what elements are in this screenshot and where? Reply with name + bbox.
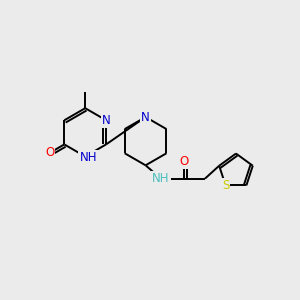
Text: N: N xyxy=(102,114,110,127)
Text: S: S xyxy=(222,179,229,192)
Text: O: O xyxy=(179,155,188,168)
Text: O: O xyxy=(45,146,54,159)
Text: NH: NH xyxy=(152,172,169,185)
Text: NH: NH xyxy=(80,151,97,164)
Text: N: N xyxy=(141,110,150,124)
